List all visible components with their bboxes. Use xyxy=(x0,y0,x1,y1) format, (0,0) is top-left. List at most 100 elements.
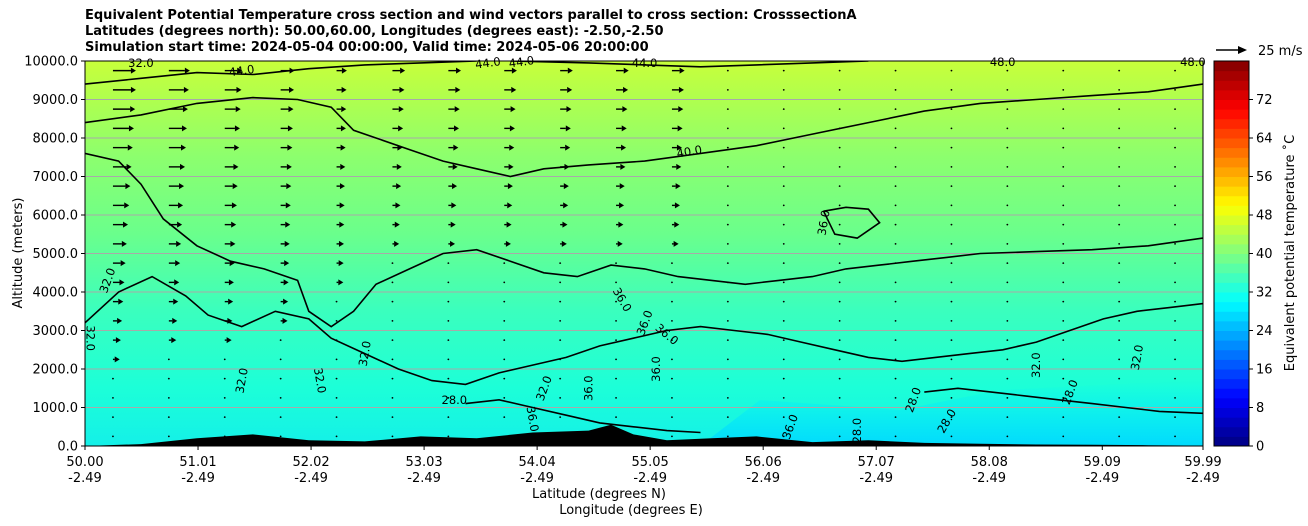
wind-vectors xyxy=(112,67,1176,438)
wind-arrowhead xyxy=(395,202,401,209)
wind-dot xyxy=(279,339,282,342)
wind-dot xyxy=(615,300,617,303)
wind-dot xyxy=(335,300,338,303)
contour-line xyxy=(85,275,1203,386)
wind-dot xyxy=(726,185,729,188)
wind-arrowhead xyxy=(283,298,289,305)
wind-dot xyxy=(615,319,617,322)
wind-arrowhead xyxy=(674,202,680,209)
wind-dot xyxy=(838,88,841,91)
wind-arrowhead xyxy=(508,163,514,170)
wind-arrowhead xyxy=(115,337,121,344)
wind-dot xyxy=(615,396,617,399)
wind-arrowhead xyxy=(130,67,136,74)
terrain xyxy=(85,424,1203,446)
wind-dot xyxy=(1062,204,1065,207)
wind-arrowhead xyxy=(623,86,629,93)
wind-arrowhead xyxy=(563,183,569,190)
wind-arrowhead xyxy=(289,86,295,93)
wind-dot xyxy=(559,396,562,399)
wind-dot xyxy=(950,108,953,111)
wind-dot xyxy=(838,242,841,245)
wind-dot xyxy=(335,358,338,361)
wind-dot xyxy=(559,339,562,342)
wind-arrowhead xyxy=(567,67,573,74)
wind-dot xyxy=(838,185,841,188)
wind-arrowhead xyxy=(339,221,345,228)
colorbar-tick-label: 16 xyxy=(1256,363,1273,378)
plot-area xyxy=(85,61,1203,446)
wind-dot xyxy=(1118,300,1121,303)
wind-dot xyxy=(335,377,338,380)
wind-dot xyxy=(1174,396,1176,399)
wind-arrowhead xyxy=(339,183,345,190)
cold-surface-region xyxy=(700,380,1203,446)
wind-dot xyxy=(894,319,897,322)
wind-dot xyxy=(1006,281,1009,284)
wind-arrowhead xyxy=(454,125,460,132)
wind-arrowhead xyxy=(184,67,190,74)
wind-dot xyxy=(782,281,785,284)
wind-dot xyxy=(1006,88,1009,91)
wind-dot xyxy=(559,300,562,303)
wind-arrowhead xyxy=(450,221,456,228)
x-tick-label-lon: -2.49 xyxy=(68,471,102,486)
wind-dot xyxy=(950,223,953,226)
wind-dot xyxy=(782,127,785,130)
wind-arrowhead xyxy=(175,260,181,267)
wind-dot xyxy=(782,416,785,419)
wind-dot xyxy=(391,339,394,342)
y-axis: 0.0 1000.0 2000.0 3000.0 4000.0 5000.0 6000.0 7… xyxy=(24,55,85,455)
wind-arrowhead xyxy=(120,260,126,267)
wind-dot xyxy=(1118,204,1121,207)
wind-dot xyxy=(894,69,897,72)
wind-arrowhead xyxy=(180,144,186,151)
wind-dot xyxy=(167,416,170,419)
wind-dot xyxy=(671,281,673,284)
colorbar-tick-label: 32 xyxy=(1256,286,1273,301)
wind-arrowhead xyxy=(338,279,344,286)
wind-arrowhead xyxy=(567,86,573,93)
wind-arrowhead xyxy=(620,163,626,170)
wind-dot xyxy=(1062,262,1065,265)
wind-dot xyxy=(838,396,841,399)
wind-arrowhead xyxy=(621,125,627,132)
colorbar-band xyxy=(1214,243,1249,254)
contour-lines xyxy=(85,61,1203,434)
wind-dot xyxy=(1062,358,1065,361)
wind-arrowhead xyxy=(507,183,513,190)
wind-dot xyxy=(782,146,785,149)
wind-dot xyxy=(1006,339,1009,342)
wind-dot xyxy=(1006,127,1009,130)
wind-dot xyxy=(838,146,841,149)
wind-dot xyxy=(726,416,729,419)
wind-dot xyxy=(1006,108,1009,111)
wind-dot xyxy=(726,300,729,303)
wind-dot xyxy=(1118,108,1121,111)
contour-label: 36.0 xyxy=(582,375,596,401)
colorbar-band xyxy=(1214,138,1249,149)
wind-dot xyxy=(838,377,841,380)
wind-arrowhead xyxy=(561,240,567,247)
wind-dot xyxy=(1062,146,1065,149)
wind-dot xyxy=(559,262,562,265)
wind-dot xyxy=(503,300,506,303)
wind-dot xyxy=(726,69,729,72)
colorbar-band xyxy=(1214,215,1249,226)
wind-dot xyxy=(1062,127,1065,130)
wind-arrowhead xyxy=(565,144,571,151)
chart-title-line-1: Equivalent Potential Temperature cross s… xyxy=(85,8,857,23)
x-axis-label-latitude: Latitude (degrees N) xyxy=(532,487,666,502)
wind-dot xyxy=(1062,165,1065,168)
x-axis: 50.00-2.4951.01-2.4952.02-2.4953.03-2.49… xyxy=(66,446,1222,486)
colorbar-band xyxy=(1214,234,1249,245)
wind-dot xyxy=(950,69,953,72)
wind-dot xyxy=(1174,108,1176,111)
wind-dot xyxy=(950,416,953,419)
x-tick-label-lon: -2.49 xyxy=(633,471,667,486)
wind-dot xyxy=(950,262,953,265)
wind-arrowhead xyxy=(566,106,572,113)
wind-arrowhead xyxy=(130,106,136,113)
wind-dot xyxy=(1006,319,1009,322)
wind-dot xyxy=(1062,88,1065,91)
